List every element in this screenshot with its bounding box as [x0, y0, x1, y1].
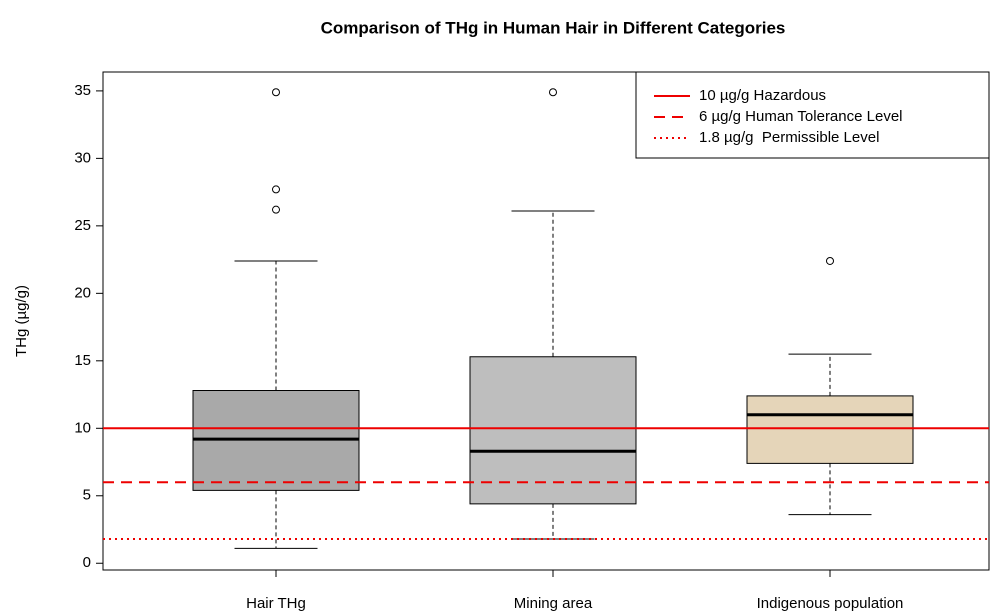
legend-label: 1.8 µg/g Permissible Level: [699, 129, 879, 146]
legend-label: 6 µg/g Human Tolerance Level: [699, 108, 903, 125]
plot-frame: [102, 71, 990, 571]
outlier: [826, 256, 834, 265]
outlier: [549, 88, 557, 97]
x-tick-label: Mining area: [514, 595, 593, 612]
outlier: [272, 185, 280, 194]
x-tick-label: Hair THg: [246, 595, 306, 612]
y-tick-label: 30: [74, 149, 91, 166]
y-tick-label: 10: [74, 419, 91, 436]
outlier: [272, 205, 280, 214]
legend-box: [635, 71, 990, 159]
outlier: [272, 88, 280, 97]
y-tick-label: 35: [74, 82, 91, 99]
box: [746, 395, 914, 464]
y-tick-label: 25: [74, 217, 91, 234]
y-tick-label: 5: [83, 487, 91, 504]
y-tick-label: 0: [83, 554, 91, 571]
legend-label: 10 µg/g Hazardous: [699, 87, 826, 104]
y-axis-label: THg (µg/g): [13, 285, 30, 357]
box: [469, 356, 637, 505]
x-tick-label: Indigenous population: [757, 595, 904, 612]
y-tick-label: 20: [74, 284, 91, 301]
chart-title: Comparison of THg in Human Hair in Diffe…: [321, 18, 786, 37]
y-tick-label: 15: [74, 352, 91, 369]
